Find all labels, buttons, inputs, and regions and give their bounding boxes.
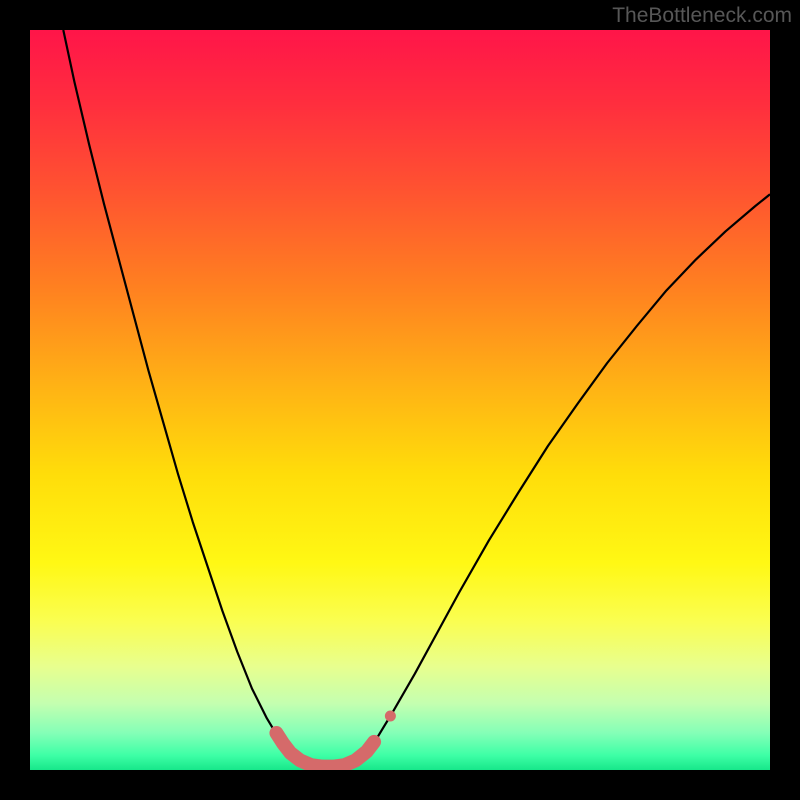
watermark-text: TheBottleneck.com xyxy=(612,4,792,28)
gradient-background xyxy=(30,30,770,770)
highlight-extra-dot xyxy=(385,710,396,721)
chart-plot-area xyxy=(30,30,770,770)
bottleneck-curve-chart xyxy=(30,30,770,770)
